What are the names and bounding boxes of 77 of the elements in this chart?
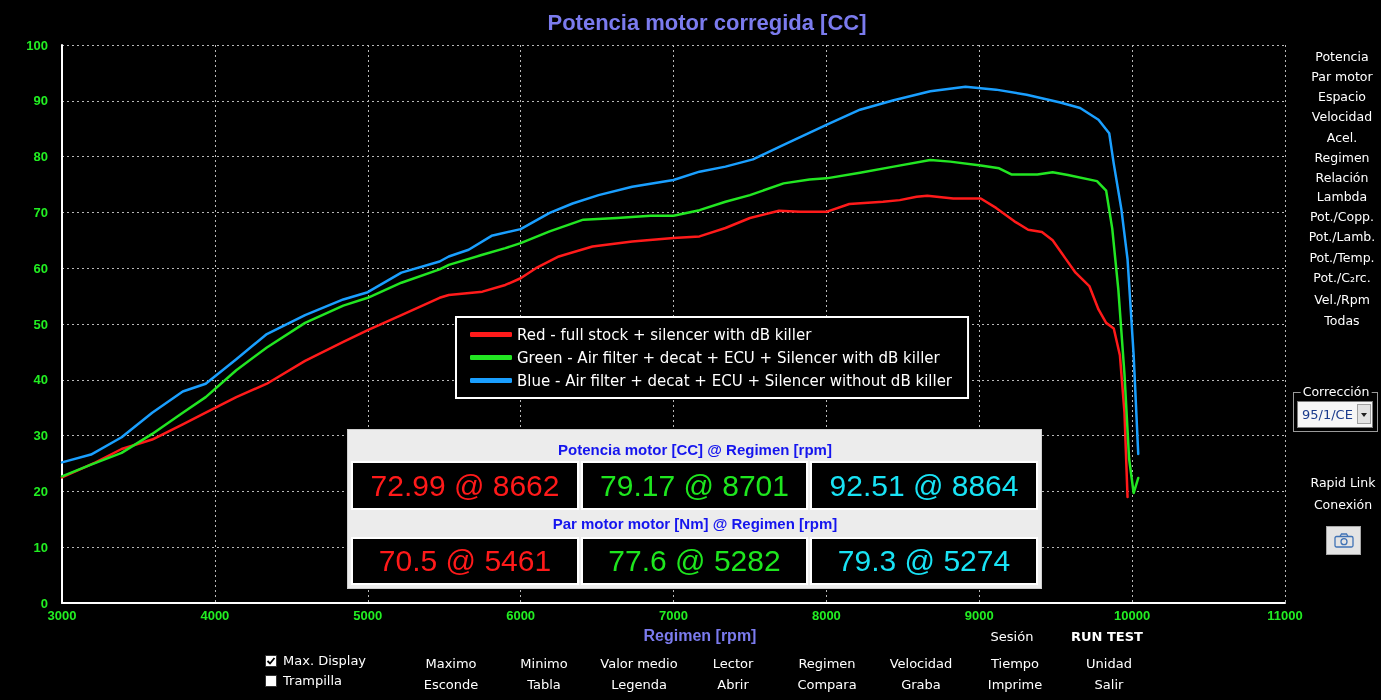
text: Conexión: [1313, 496, 1373, 513]
text: Unidad: [1086, 655, 1132, 672]
text: Regimen: [798, 655, 856, 672]
annotation: 77.6 @ 5282: [608, 543, 781, 579]
text: Corrección: [1300, 383, 1372, 400]
text: Velocidad: [1311, 108, 1373, 125]
x-tick-label: 8000: [811, 608, 841, 623]
value-cell: 72.99 @ 8662: [351, 461, 579, 510]
text: Pot./Copp.: [1309, 208, 1375, 225]
x-tick-label: 7000: [659, 608, 688, 623]
annotation: 72.99 @ 8662: [370, 468, 560, 503]
text: Todas: [1324, 312, 1360, 329]
y-tick-label: 80: [33, 149, 48, 165]
value-cell: 79.17 @ 8701: [581, 461, 808, 510]
x-tick-label: 6000: [506, 608, 536, 623]
text: Sesión: [990, 628, 1034, 645]
text: Maximo: [425, 655, 477, 672]
x-tick-label: 9000: [964, 608, 994, 623]
value-cell: 77.6 @ 5282: [581, 537, 808, 585]
text: Tabla: [527, 676, 561, 693]
text: Abrir: [717, 676, 749, 693]
x-tick-label: 3000: [47, 608, 77, 623]
value-cell: 70.5 @ 5461: [351, 537, 579, 585]
x-tick-label: 10000: [1114, 608, 1151, 623]
text: Lambda: [1316, 188, 1368, 205]
annotation: 79.17 @ 8701: [600, 468, 789, 503]
x-axis-title: Regimen [rpm]: [643, 626, 757, 644]
y-tick-label: 60: [33, 260, 48, 276]
text: Max. Display: [283, 652, 367, 669]
y-tick-label: 20: [33, 483, 48, 499]
line-series: [60, 85, 1140, 464]
annotation: 79.3 @ 5274: [837, 543, 1011, 579]
x-tick-label: 11000: [1267, 608, 1303, 623]
y-tick-label: 70: [33, 204, 48, 220]
text: Acel.: [1326, 129, 1358, 145]
text: Pot./C₂rc.: [1313, 269, 1371, 286]
text: Imprime: [987, 676, 1043, 693]
text: Lector: [712, 655, 754, 672]
y-tick-label: 90: [33, 93, 48, 109]
text: Velocidad: [889, 655, 953, 672]
text: Par motor: [1311, 68, 1373, 85]
text: Compara: [797, 676, 857, 693]
text: Esconde: [423, 676, 479, 693]
x-tick-label: 5000: [353, 608, 383, 623]
text: Minimo: [520, 655, 568, 672]
text: Espacio: [1318, 88, 1366, 105]
text: RUN TEST: [1071, 628, 1143, 645]
legend-label: Red - full stock + silencer with dB killer: [517, 325, 813, 344]
y-tick-label: 0: [40, 595, 48, 611]
text: Vel./Rpm: [1314, 291, 1370, 308]
annotation: 92.51 @ 8864: [829, 468, 1019, 503]
chart-title: Potencia motor corregida [CC]: [547, 9, 867, 35]
text: Pot./Temp.: [1309, 249, 1375, 266]
annotation: Potencia motor [CC] @ Regimen [rpm]: [558, 441, 832, 459]
text: Graba: [901, 676, 941, 693]
text: Relación: [1315, 169, 1369, 186]
legend-label: Green - Air filter + decat + ECU + Silencer with dB killer: [517, 348, 941, 367]
text: Legenda: [611, 676, 667, 693]
legend-label: Blue - Air filter + decat + ECU + Silencer without dB killer: [517, 371, 953, 390]
text: Pot./Lamb.: [1308, 228, 1376, 245]
annotation: Par motor motor [Nm] @ Regimen [rpm]: [552, 515, 838, 533]
text: Trampilla: [283, 672, 343, 689]
text: Potencia: [1315, 48, 1369, 65]
text: Regimen: [1314, 149, 1370, 166]
y-tick-label: 10: [33, 539, 48, 555]
y-tick-label: 30: [33, 428, 48, 444]
text: Rapid Link: [1310, 474, 1376, 491]
x-tick-label: 4000: [200, 608, 230, 623]
y-tick-label: 40: [33, 372, 48, 388]
value-cell: 79.3 @ 5274: [810, 537, 1038, 585]
text: Tiempo: [990, 655, 1040, 672]
y-tick-label: 100: [26, 37, 48, 53]
value-cell: 92.51 @ 8864: [810, 461, 1038, 510]
annotation: 70.5 @ 5461: [378, 543, 552, 579]
text: Salir: [1094, 676, 1124, 693]
y-tick-label: 50: [33, 316, 48, 332]
text: Valor medio: [600, 655, 678, 672]
